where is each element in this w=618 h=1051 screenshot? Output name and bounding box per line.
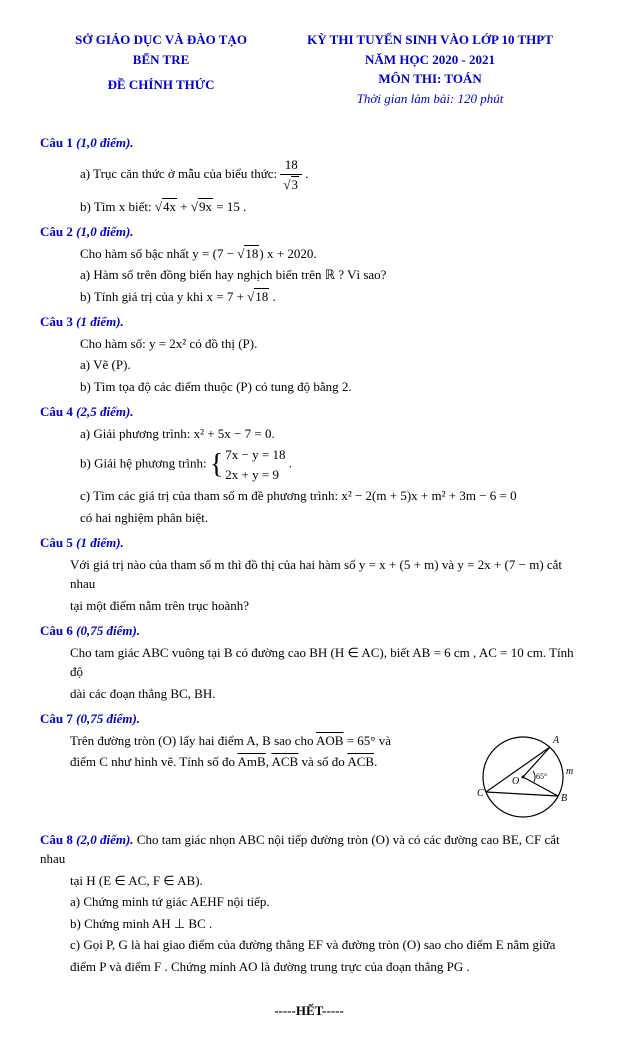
cau7-l2: điểm C như hình vẽ. Tính số đo AmB, ACB … <box>70 752 458 772</box>
cau4-b-eq1: 7x − y = 18 <box>225 445 285 465</box>
cau8-b: b) Chứng minh AH ⊥ BC . <box>70 914 578 934</box>
cau7-label: Câu 7 <box>40 711 73 726</box>
cau8-l2: tại H (E ∈ AC, F ∈ AB). <box>70 871 578 891</box>
cau6-l1: Cho tam giác ABC vuông tại B có đường ca… <box>70 643 578 682</box>
cau2-points: (1,0 điểm). <box>76 224 133 239</box>
cau1-b-text: b) Tìm x biết: <box>80 199 155 214</box>
cau8-c2: điểm P và điểm F . Chứng minh AO là đườn… <box>70 957 578 977</box>
point-o-label: O <box>512 776 519 787</box>
cau1-label: Câu 1 <box>40 135 73 150</box>
circle-diagram-icon: A B C O m 65° <box>468 729 578 824</box>
cau5-points: (1 điểm). <box>76 535 124 550</box>
school-year: NĂM HỌC 2020 - 2021 <box>282 50 578 70</box>
cau4-heading: Câu 4 (2,5 điểm). <box>40 402 578 422</box>
header-left: SỞ GIÁO DỤC VÀ ĐÀO TẠO BẾN TRE ĐỀ CHÍNH … <box>40 30 282 108</box>
brace-icon: { 7x − y = 18 2x + y = 9 <box>210 445 286 484</box>
cau2-b: b) Tính giá trị của y khi x = 7 + 18 . <box>80 287 578 307</box>
dept-line: SỞ GIÁO DỤC VÀ ĐÀO TẠO <box>40 30 282 50</box>
cau7-heading: Câu 7 (0,75 điểm). <box>40 709 578 729</box>
sqrt-9x: 9x <box>198 198 213 214</box>
sqrt-4x: 4x <box>162 198 177 214</box>
cau1-b: b) Tìm x biết: 4x + 9x = 15 . <box>80 197 578 217</box>
cau5-l2: tại một điểm nằm trên trục hoành? <box>70 596 578 616</box>
duration-line: Thời gian làm bài: 120 phút <box>282 89 578 109</box>
cau3-intro: Cho hàm số: y = 2x² có đồ thị (P). <box>80 334 578 354</box>
cau4-b: b) Giải hệ phương trình: { 7x − y = 18 2… <box>80 445 578 484</box>
cau2-label: Câu 2 <box>40 224 73 239</box>
fraction-icon: 18 3 <box>280 155 302 195</box>
cau4-c2: có hai nghiệm phân biệt. <box>80 508 578 528</box>
cau3-points: (1 điểm). <box>76 314 124 329</box>
cau7-points: (0,75 điểm). <box>76 711 140 726</box>
cau7-l1: Trên đường tròn (O) lấy hai điểm A, B sa… <box>70 731 458 751</box>
cau5-label: Câu 5 <box>40 535 73 550</box>
province-line: BẾN TRE <box>40 50 282 70</box>
cau7-row: Trên đường tròn (O) lấy hai điểm A, B sa… <box>40 729 578 824</box>
cau6-label: Câu 6 <box>40 623 73 638</box>
arc-m-label: m <box>566 766 573 777</box>
cau3-label: Câu 3 <box>40 314 73 329</box>
cau2-a: a) Hàm số trên đồng biến hay nghịch biến… <box>80 265 578 285</box>
cau3-a: a) Vẽ (P). <box>80 355 578 375</box>
cau8-points: (2,0 điểm). <box>76 832 133 847</box>
cau5-heading: Câu 5 (1 điểm). <box>40 533 578 553</box>
cau3-b: b) Tìm tọa độ các điểm thuộc (P) có tung… <box>80 377 578 397</box>
point-b-label: B <box>561 793 567 804</box>
cau4-points: (2,5 điểm). <box>76 404 133 419</box>
cau8-c1: c) Gọi P, G là hai giao điểm của đường t… <box>70 935 578 955</box>
cau4-a: a) Giải phương trình: x² + 5x − 7 = 0. <box>80 424 578 444</box>
cau1-points: (1,0 điểm). <box>76 135 133 150</box>
cau6-heading: Câu 6 (0,75 điểm). <box>40 621 578 641</box>
official-exam-line: ĐỀ CHÍNH THỨC <box>40 75 282 95</box>
cau8-label: Câu 8 <box>40 832 73 847</box>
header-right: KỲ THI TUYỂN SINH VÀO LỚP 10 THPT NĂM HỌ… <box>282 30 578 108</box>
exam-title: KỲ THI TUYỂN SINH VÀO LỚP 10 THPT <box>282 30 578 50</box>
cau4-b-label: b) Giải hệ phương trình: <box>80 455 210 470</box>
cau2-intro: Cho hàm số bậc nhất y = (7 − 18) x + 202… <box>80 244 578 264</box>
frac-num: 18 <box>280 155 302 176</box>
cau4-label: Câu 4 <box>40 404 73 419</box>
end-marker: -----HẾT----- <box>40 1001 578 1021</box>
cau3-heading: Câu 3 (1 điểm). <box>40 312 578 332</box>
frac-den: 3 <box>280 175 302 195</box>
cau8-heading: Câu 8 (2,0 điểm). Cho tam giác nhọn ABC … <box>40 830 578 869</box>
cau4-b-eq2: 2x + y = 9 <box>225 465 285 485</box>
subject-line: MÔN THI: TOÁN <box>282 69 578 89</box>
cau4-c: c) Tìm các giá trị của tham số m đề phươ… <box>80 486 578 506</box>
angle-label: 65° <box>536 772 547 781</box>
cau6-l2: dài các đoạn thẳng BC, BH. <box>70 684 578 704</box>
cau5-l1: Với giá trị nào của tham số m thì đồ thị… <box>70 555 578 594</box>
cau6-points: (0,75 điểm). <box>76 623 140 638</box>
point-a-label: A <box>552 735 560 746</box>
cau1-a: a) Trục căn thức ở mẫu của biểu thức: 18… <box>80 155 578 195</box>
cau1-heading: Câu 1 (1,0 điểm). <box>40 133 578 153</box>
point-c-label: C <box>477 788 484 799</box>
cau8-a: a) Chứng minh tứ giác AEHF nội tiếp. <box>70 892 578 912</box>
cau1-a-text: a) Trục căn thức ở mẫu của biểu thức: <box>80 165 280 180</box>
cau2-heading: Câu 2 (1,0 điểm). <box>40 222 578 242</box>
header: SỞ GIÁO DỤC VÀ ĐÀO TẠO BẾN TRE ĐỀ CHÍNH … <box>40 30 578 108</box>
